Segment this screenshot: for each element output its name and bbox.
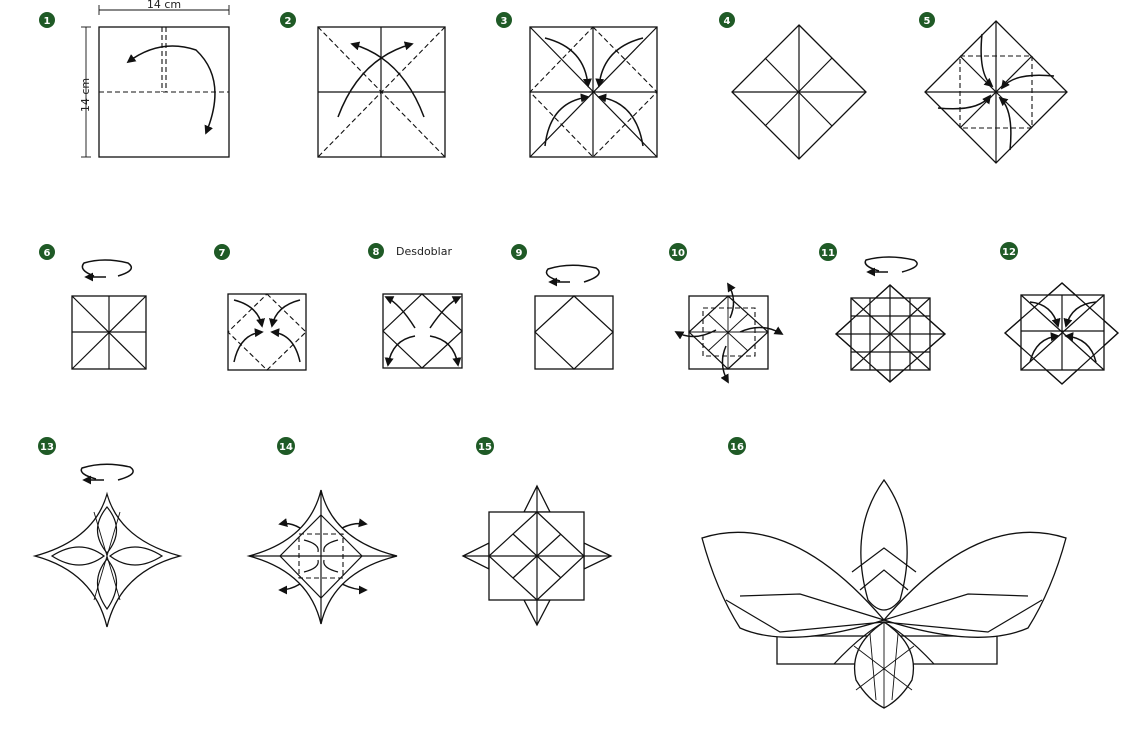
step-15-figure xyxy=(461,484,613,627)
step-8-unfold-label: Desdoblar xyxy=(396,245,452,258)
step-1-figure: 14 cm 14 cm xyxy=(79,0,230,158)
step-12-figure xyxy=(1004,282,1119,385)
step-badge-15: 15 xyxy=(476,437,494,455)
step-badge-1: 1 xyxy=(39,12,55,28)
step-badge-10: 10 xyxy=(669,243,687,261)
svg-text:14: 14 xyxy=(279,442,293,453)
step-10-figure xyxy=(674,282,784,384)
step-2-figure xyxy=(317,26,446,158)
svg-text:9: 9 xyxy=(516,248,523,259)
svg-text:3: 3 xyxy=(501,16,508,27)
step-badge-5: 5 xyxy=(919,12,935,28)
step-6-figure xyxy=(71,259,147,370)
svg-text:10: 10 xyxy=(671,248,685,259)
step-badge-3: 3 xyxy=(496,12,512,28)
step-13-figure xyxy=(32,463,183,628)
step-badge-16: 16 xyxy=(728,437,746,455)
svg-text:1: 1 xyxy=(44,16,51,27)
step-3-figure xyxy=(529,26,658,158)
step-4-figure xyxy=(731,24,867,160)
height-dimension-label: 14 cm xyxy=(79,78,92,112)
step-9-figure xyxy=(534,264,614,370)
svg-text:4: 4 xyxy=(724,16,731,27)
svg-text:5: 5 xyxy=(924,16,931,27)
step-badge-2: 2 xyxy=(280,12,296,28)
svg-text:8: 8 xyxy=(373,247,380,258)
svg-text:13: 13 xyxy=(40,442,54,453)
step-badge-13: 13 xyxy=(38,437,56,455)
svg-text:6: 6 xyxy=(44,248,51,259)
step-8-figure: Desdoblar xyxy=(382,245,463,369)
step-badge-9: 9 xyxy=(511,244,527,260)
step-5-figure xyxy=(924,20,1068,164)
step-14-figure xyxy=(246,489,398,625)
step-badge-8: 8 xyxy=(368,243,384,259)
step-11-figure xyxy=(835,256,946,383)
svg-text:11: 11 xyxy=(821,248,835,259)
step-badge-4: 4 xyxy=(719,12,735,28)
svg-text:7: 7 xyxy=(219,248,226,259)
step-badge-6: 6 xyxy=(39,244,55,260)
step-7-figure xyxy=(227,293,307,371)
step-16-figure xyxy=(701,478,1067,709)
svg-text:16: 16 xyxy=(730,442,744,453)
step-badge-11: 11 xyxy=(819,243,837,261)
step-badge-7: 7 xyxy=(214,244,230,260)
svg-text:15: 15 xyxy=(478,442,492,453)
svg-text:2: 2 xyxy=(285,16,292,27)
width-dimension-label: 14 cm xyxy=(147,0,181,11)
step-badge-14: 14 xyxy=(277,437,295,455)
svg-text:12: 12 xyxy=(1002,247,1016,258)
step-badge-12: 12 xyxy=(1000,242,1018,260)
